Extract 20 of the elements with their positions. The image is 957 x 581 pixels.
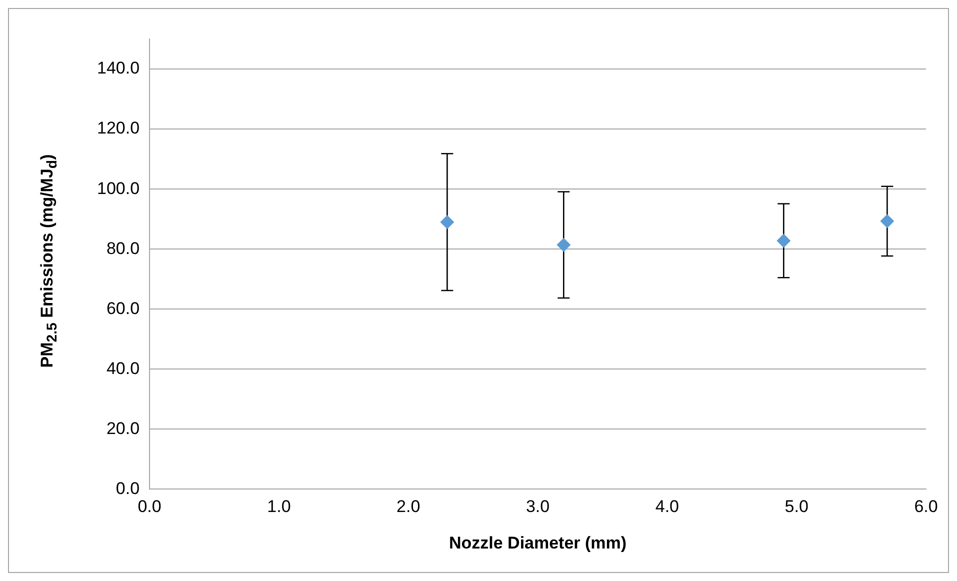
x-tick-label: 4.0	[655, 497, 679, 516]
y-tick-label: 40.0	[106, 358, 140, 378]
point	[880, 214, 894, 228]
y-tick-label: 120.0	[96, 118, 140, 138]
y-tick-label: 20.0	[106, 418, 140, 438]
x-tick-label: 0.0	[138, 497, 162, 516]
y-tick-label: 80.0	[106, 238, 140, 258]
y-tick-label: 0.0	[116, 478, 140, 498]
y-tick-label: 140.0	[96, 58, 140, 78]
point	[556, 238, 571, 252]
point	[440, 215, 454, 230]
point	[776, 234, 791, 248]
x-tick-label: 2.0	[396, 497, 420, 516]
x-tick-label: 1.0	[267, 497, 291, 516]
y-tick-label: 100.0	[96, 178, 140, 198]
x-axis-title: Nozzle Diameter (mm)	[448, 533, 627, 552]
x-tick-label: 6.0	[914, 497, 938, 516]
y-tick-label: 60.0	[106, 298, 140, 318]
x-tick-label: 3.0	[526, 497, 550, 516]
x-tick-label: 5.0	[784, 497, 808, 516]
